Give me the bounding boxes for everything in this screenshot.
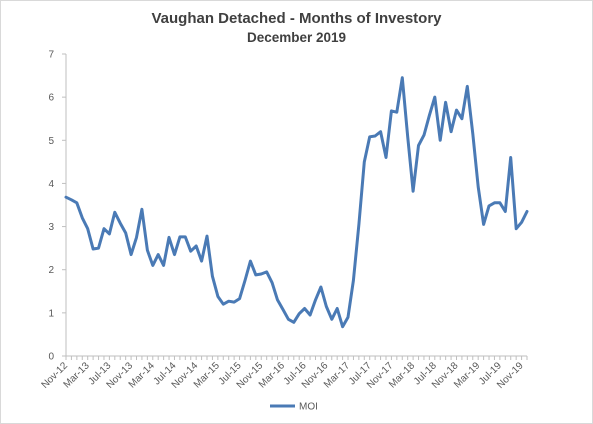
y-tick-label: 6	[48, 93, 54, 104]
y-tick-label: 4	[48, 179, 54, 190]
y-tick-label: 1	[48, 308, 54, 319]
legend: MOI	[270, 402, 318, 413]
y-tick-label: 2	[48, 265, 54, 276]
y-tick-label: 0	[48, 352, 54, 363]
y-axis: 0 1 2 3 4 5 6 7	[48, 50, 67, 363]
x-axis: Nov-12Mar-13Jul-13Nov-13Mar-14Jul-14Nov-…	[40, 355, 528, 391]
series-layer	[64, 76, 529, 329]
y-tick-label: 7	[48, 50, 54, 61]
chart-subtitle: December 2019	[246, 30, 347, 45]
legend-label: MOI	[299, 402, 318, 413]
chart-title: Vaughan Detached - Months of Investory	[151, 10, 442, 27]
y-tick-label: 3	[48, 222, 54, 233]
y-tick-label: 5	[48, 136, 54, 147]
series-line-moi	[64, 76, 529, 329]
